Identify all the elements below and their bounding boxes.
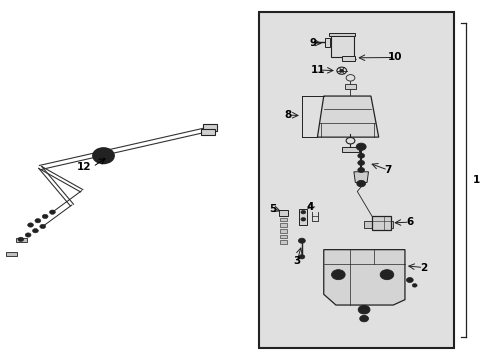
Circle shape <box>357 160 364 165</box>
Circle shape <box>18 237 24 242</box>
Circle shape <box>406 278 412 283</box>
Bar <box>16 238 27 242</box>
Bar <box>341 56 355 61</box>
Polygon shape <box>317 96 378 137</box>
Circle shape <box>35 219 41 223</box>
Circle shape <box>358 305 369 314</box>
Circle shape <box>300 217 305 221</box>
Text: 4: 4 <box>306 202 313 212</box>
Circle shape <box>42 214 48 219</box>
Circle shape <box>32 229 38 233</box>
Text: 11: 11 <box>310 65 325 75</box>
Circle shape <box>335 273 341 277</box>
Text: 8: 8 <box>284 110 291 120</box>
Text: 6: 6 <box>406 217 412 227</box>
Circle shape <box>298 255 304 259</box>
Circle shape <box>49 210 55 214</box>
Circle shape <box>28 223 33 227</box>
Circle shape <box>356 143 366 150</box>
Bar <box>330 33 353 57</box>
Circle shape <box>359 315 368 322</box>
Polygon shape <box>323 249 404 305</box>
Circle shape <box>357 153 364 158</box>
Bar <box>6 252 17 256</box>
Circle shape <box>339 69 343 72</box>
Bar <box>328 33 355 36</box>
Bar <box>201 129 214 135</box>
Bar <box>280 240 286 244</box>
Bar <box>259 12 453 348</box>
Bar <box>280 223 286 227</box>
Circle shape <box>357 167 364 172</box>
Polygon shape <box>353 172 368 183</box>
Circle shape <box>379 270 393 280</box>
Circle shape <box>298 238 305 243</box>
Text: 1: 1 <box>472 175 479 185</box>
Bar <box>280 235 286 238</box>
Circle shape <box>356 180 365 187</box>
Circle shape <box>411 284 416 287</box>
Bar <box>203 124 216 131</box>
Bar <box>324 38 329 47</box>
Bar <box>341 147 359 152</box>
Circle shape <box>25 233 31 237</box>
Circle shape <box>361 308 366 311</box>
Bar <box>371 216 390 230</box>
Text: 10: 10 <box>387 53 402 63</box>
Circle shape <box>93 148 114 163</box>
Text: 12: 12 <box>77 162 91 172</box>
Circle shape <box>331 270 345 280</box>
Text: 2: 2 <box>419 262 426 273</box>
Circle shape <box>300 210 305 214</box>
Bar <box>278 210 287 216</box>
Circle shape <box>40 224 45 229</box>
Text: 5: 5 <box>269 203 276 213</box>
Bar <box>344 84 356 89</box>
Bar <box>299 209 306 225</box>
Bar <box>364 221 392 228</box>
Bar <box>280 217 286 221</box>
Circle shape <box>383 273 389 277</box>
Bar <box>280 229 286 233</box>
Text: 7: 7 <box>384 165 391 175</box>
Text: 9: 9 <box>308 38 315 48</box>
Text: 3: 3 <box>293 256 300 266</box>
